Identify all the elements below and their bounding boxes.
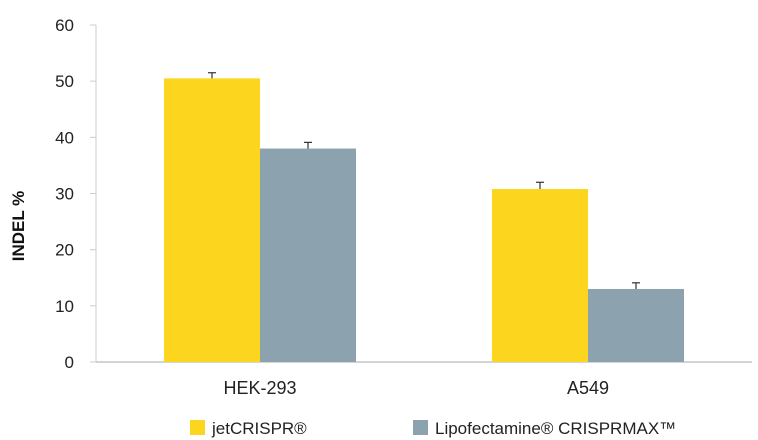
bar-hek-293-series-1 — [164, 78, 260, 362]
y-tick-label: 10 — [55, 297, 74, 316]
bars — [164, 73, 684, 362]
bar-a549-series-1 — [492, 189, 588, 362]
legend-label: jetCRISPR® — [211, 419, 307, 438]
bar-a549-series-2 — [588, 289, 684, 362]
y-axis-label: INDEL % — [9, 191, 28, 262]
legend-label: Lipofectamine® CRISPRMAX™ — [435, 419, 676, 438]
category-label: A549 — [567, 378, 609, 398]
category-label: HEK-293 — [223, 378, 296, 398]
y-tick-label: 40 — [55, 128, 74, 147]
legend-swatch — [413, 420, 428, 435]
y-tick-label: 20 — [55, 241, 74, 260]
y-tick-label: 30 — [55, 185, 74, 204]
bar-hek-293-series-2 — [260, 149, 356, 362]
y-tick-label: 50 — [55, 72, 74, 91]
legend: jetCRISPR® Lipofectamine® CRISPRMAX™ — [190, 419, 676, 438]
legend-swatch — [190, 420, 205, 435]
y-axis-ticks: 0 10 20 30 40 50 60 — [55, 16, 96, 372]
category-labels: HEK-293 A549 — [223, 378, 609, 398]
y-tick-label: 0 — [65, 353, 74, 372]
y-tick-label: 60 — [55, 16, 74, 35]
